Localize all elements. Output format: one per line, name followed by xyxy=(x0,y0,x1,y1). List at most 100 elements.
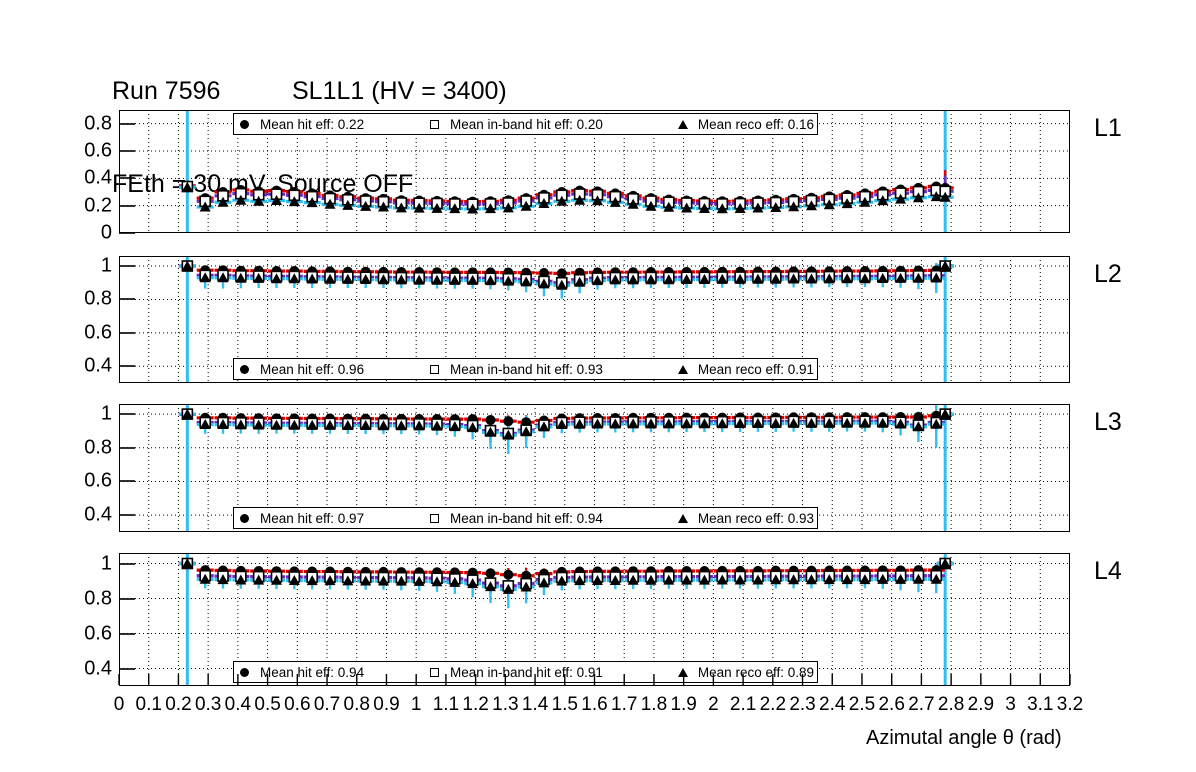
x-tick-label: 1.9 xyxy=(670,694,697,715)
y-tick-label: 0.6 xyxy=(84,139,112,162)
x-tick-label: 0.6 xyxy=(284,694,311,715)
legend-entry: Mean reco eff: 0.93 xyxy=(674,511,814,526)
legend-entry: Mean reco eff: 0.16 xyxy=(674,117,814,132)
legend-marker-triangle xyxy=(674,665,692,680)
y-tick-mark xyxy=(119,365,135,368)
y-tick-mark xyxy=(119,413,135,415)
title-line-1: Run 7596 SL1L1 (HV = 3400) xyxy=(112,76,507,107)
y-tick-mark xyxy=(119,122,135,125)
y-tick-label: 0.2 xyxy=(84,194,112,217)
x-tick-label: 1.7 xyxy=(611,694,638,715)
legend-entry: Mean in-band hit eff: 0.20 xyxy=(424,117,674,132)
x-tick-label: 0.7 xyxy=(313,694,341,715)
legend-entry-label: Mean hit eff: 0.97 xyxy=(260,510,365,526)
x-tick-label: 2.6 xyxy=(878,694,905,715)
panel-frame xyxy=(119,256,1070,383)
legend-marker-triangle xyxy=(674,511,692,526)
legend-entry: Mean hit eff: 0.94 xyxy=(234,665,424,680)
x-tick-label: 2.4 xyxy=(819,694,846,715)
y-tick-label: 0.4 xyxy=(84,657,112,679)
legend-l2: Mean hit eff: 0.96 Mean in-band hit eff: … xyxy=(233,358,818,380)
legend-marker-square xyxy=(424,362,444,377)
y-tick-label: 0.8 xyxy=(84,587,112,609)
x-tick-label: 0.4 xyxy=(224,694,252,715)
y-tick-label: 0.4 xyxy=(84,166,112,189)
y-tick-label: 0.4 xyxy=(84,354,112,377)
legend-entry: Mean hit eff: 0.96 xyxy=(234,362,424,377)
legend-l1: Mean hit eff: 0.22 Mean in-band hit eff: … xyxy=(233,113,818,135)
y-tick-label: 0.4 xyxy=(84,503,112,526)
y-tick-mark xyxy=(119,177,135,180)
y-tick-mark xyxy=(119,232,135,234)
y-tick-mark xyxy=(119,480,135,483)
legend-l3: Mean hit eff: 0.97 Mean in-band hit eff: … xyxy=(233,507,818,529)
markers-triangle xyxy=(181,558,951,594)
legend-marker-triangle xyxy=(674,362,692,377)
x-tick-label: 2.8 xyxy=(937,694,965,715)
x-tick-label: 3.2 xyxy=(1056,694,1084,715)
x-tick-label: 1.8 xyxy=(640,694,668,715)
legend-entry-label: Mean hit eff: 0.22 xyxy=(260,116,365,132)
legend-marker-circle xyxy=(234,117,254,132)
y-tick-label: 0.8 xyxy=(84,112,112,135)
x-tick-label: 1.5 xyxy=(551,694,578,715)
panel-plot-area xyxy=(119,553,1070,686)
y-tick-mark xyxy=(119,298,135,301)
panel-plot-area xyxy=(119,404,1070,532)
y-tick-label: 0.8 xyxy=(84,436,112,459)
x-tick-marks xyxy=(118,674,1071,685)
x-tick-label: 1.1 xyxy=(432,694,460,715)
legend-marker-square xyxy=(424,117,444,132)
y-tick-mark xyxy=(119,514,135,516)
y-tick-label: 1 xyxy=(100,254,112,277)
markers-triangle xyxy=(181,260,951,290)
x-tick-label: 3 xyxy=(1005,694,1016,715)
panel-tag-l4: L4 xyxy=(1094,557,1122,585)
legend-marker-circle xyxy=(234,362,254,377)
y-tick-label: 1 xyxy=(100,552,112,574)
panel-frame xyxy=(119,553,1070,686)
x-tick-label: 1.3 xyxy=(492,694,519,715)
y-tick-mark xyxy=(119,446,135,449)
legend-marker-circle xyxy=(234,665,254,680)
panel-tag-l2: L2 xyxy=(1094,260,1122,288)
legend-entry-label: Mean in-band hit eff: 0.20 xyxy=(450,116,603,132)
panel-frame xyxy=(119,404,1070,532)
x-tick-label: 1 xyxy=(410,694,422,715)
x-tick-label: 0.8 xyxy=(343,694,370,715)
panel-l3: 0.4 0.6 0.8 1 L3 Mean hit eff: 0.97 Mean in-ba… xyxy=(84,403,1122,532)
y-tick-mark xyxy=(119,332,135,334)
x-tick-label: 2 xyxy=(708,694,719,715)
x-tick-label: 3.1 xyxy=(1027,694,1054,715)
panel-frame xyxy=(119,110,1070,233)
legend-entry: Mean in-band hit eff: 0.94 xyxy=(424,511,674,526)
y-tick-label: 0.8 xyxy=(84,287,112,310)
x-tick-label: 2.7 xyxy=(908,694,935,715)
x-tick-label: 2.3 xyxy=(789,694,816,715)
x-tick-label: 0.3 xyxy=(194,694,222,715)
legend-entry: Mean hit eff: 0.22 xyxy=(234,117,424,132)
x-tick-label: 0 xyxy=(113,694,125,715)
x-tick-label: 2.2 xyxy=(759,694,787,715)
legend-entry-label: Mean hit eff: 0.94 xyxy=(260,664,365,680)
y-tick-label: 0.6 xyxy=(84,622,112,644)
legend-entry: Mean reco eff: 0.91 xyxy=(674,362,814,377)
y-tick-mark xyxy=(119,204,135,207)
y-tick-mark xyxy=(119,632,135,635)
x-tick-label: 1.6 xyxy=(581,694,608,715)
x-tick-label: 0.5 xyxy=(254,694,281,715)
legend-entry: Mean in-band hit eff: 0.93 xyxy=(424,362,674,377)
legend-entry: Mean hit eff: 0.97 xyxy=(234,511,424,526)
markers-triangle xyxy=(181,408,951,440)
legend-entry-label: Mean reco eff: 0.16 xyxy=(697,116,814,132)
y-tick-mark xyxy=(119,597,135,600)
y-tick-mark xyxy=(119,150,135,152)
legend-entry-label: Mean in-band hit eff: 0.93 xyxy=(450,361,603,377)
x-tick-label: 2.9 xyxy=(967,694,995,715)
panel-l1: 0 0.2 0.4 0.6 0.8 L1 Mean hit eff: 0.22 Mean in… xyxy=(84,110,1122,244)
legend-entry-label: Mean reco eff: 0.89 xyxy=(697,664,814,680)
x-axis-title: Azimutal angle θ (rad) xyxy=(866,727,1062,749)
x-tick-label: 2.5 xyxy=(848,694,876,715)
panel-l4: 0.4 0.6 0.8 1 L4 Mean hit eff: 0.94 Mean in-ba… xyxy=(84,552,1122,686)
run-label: Run 7596 xyxy=(112,77,221,105)
